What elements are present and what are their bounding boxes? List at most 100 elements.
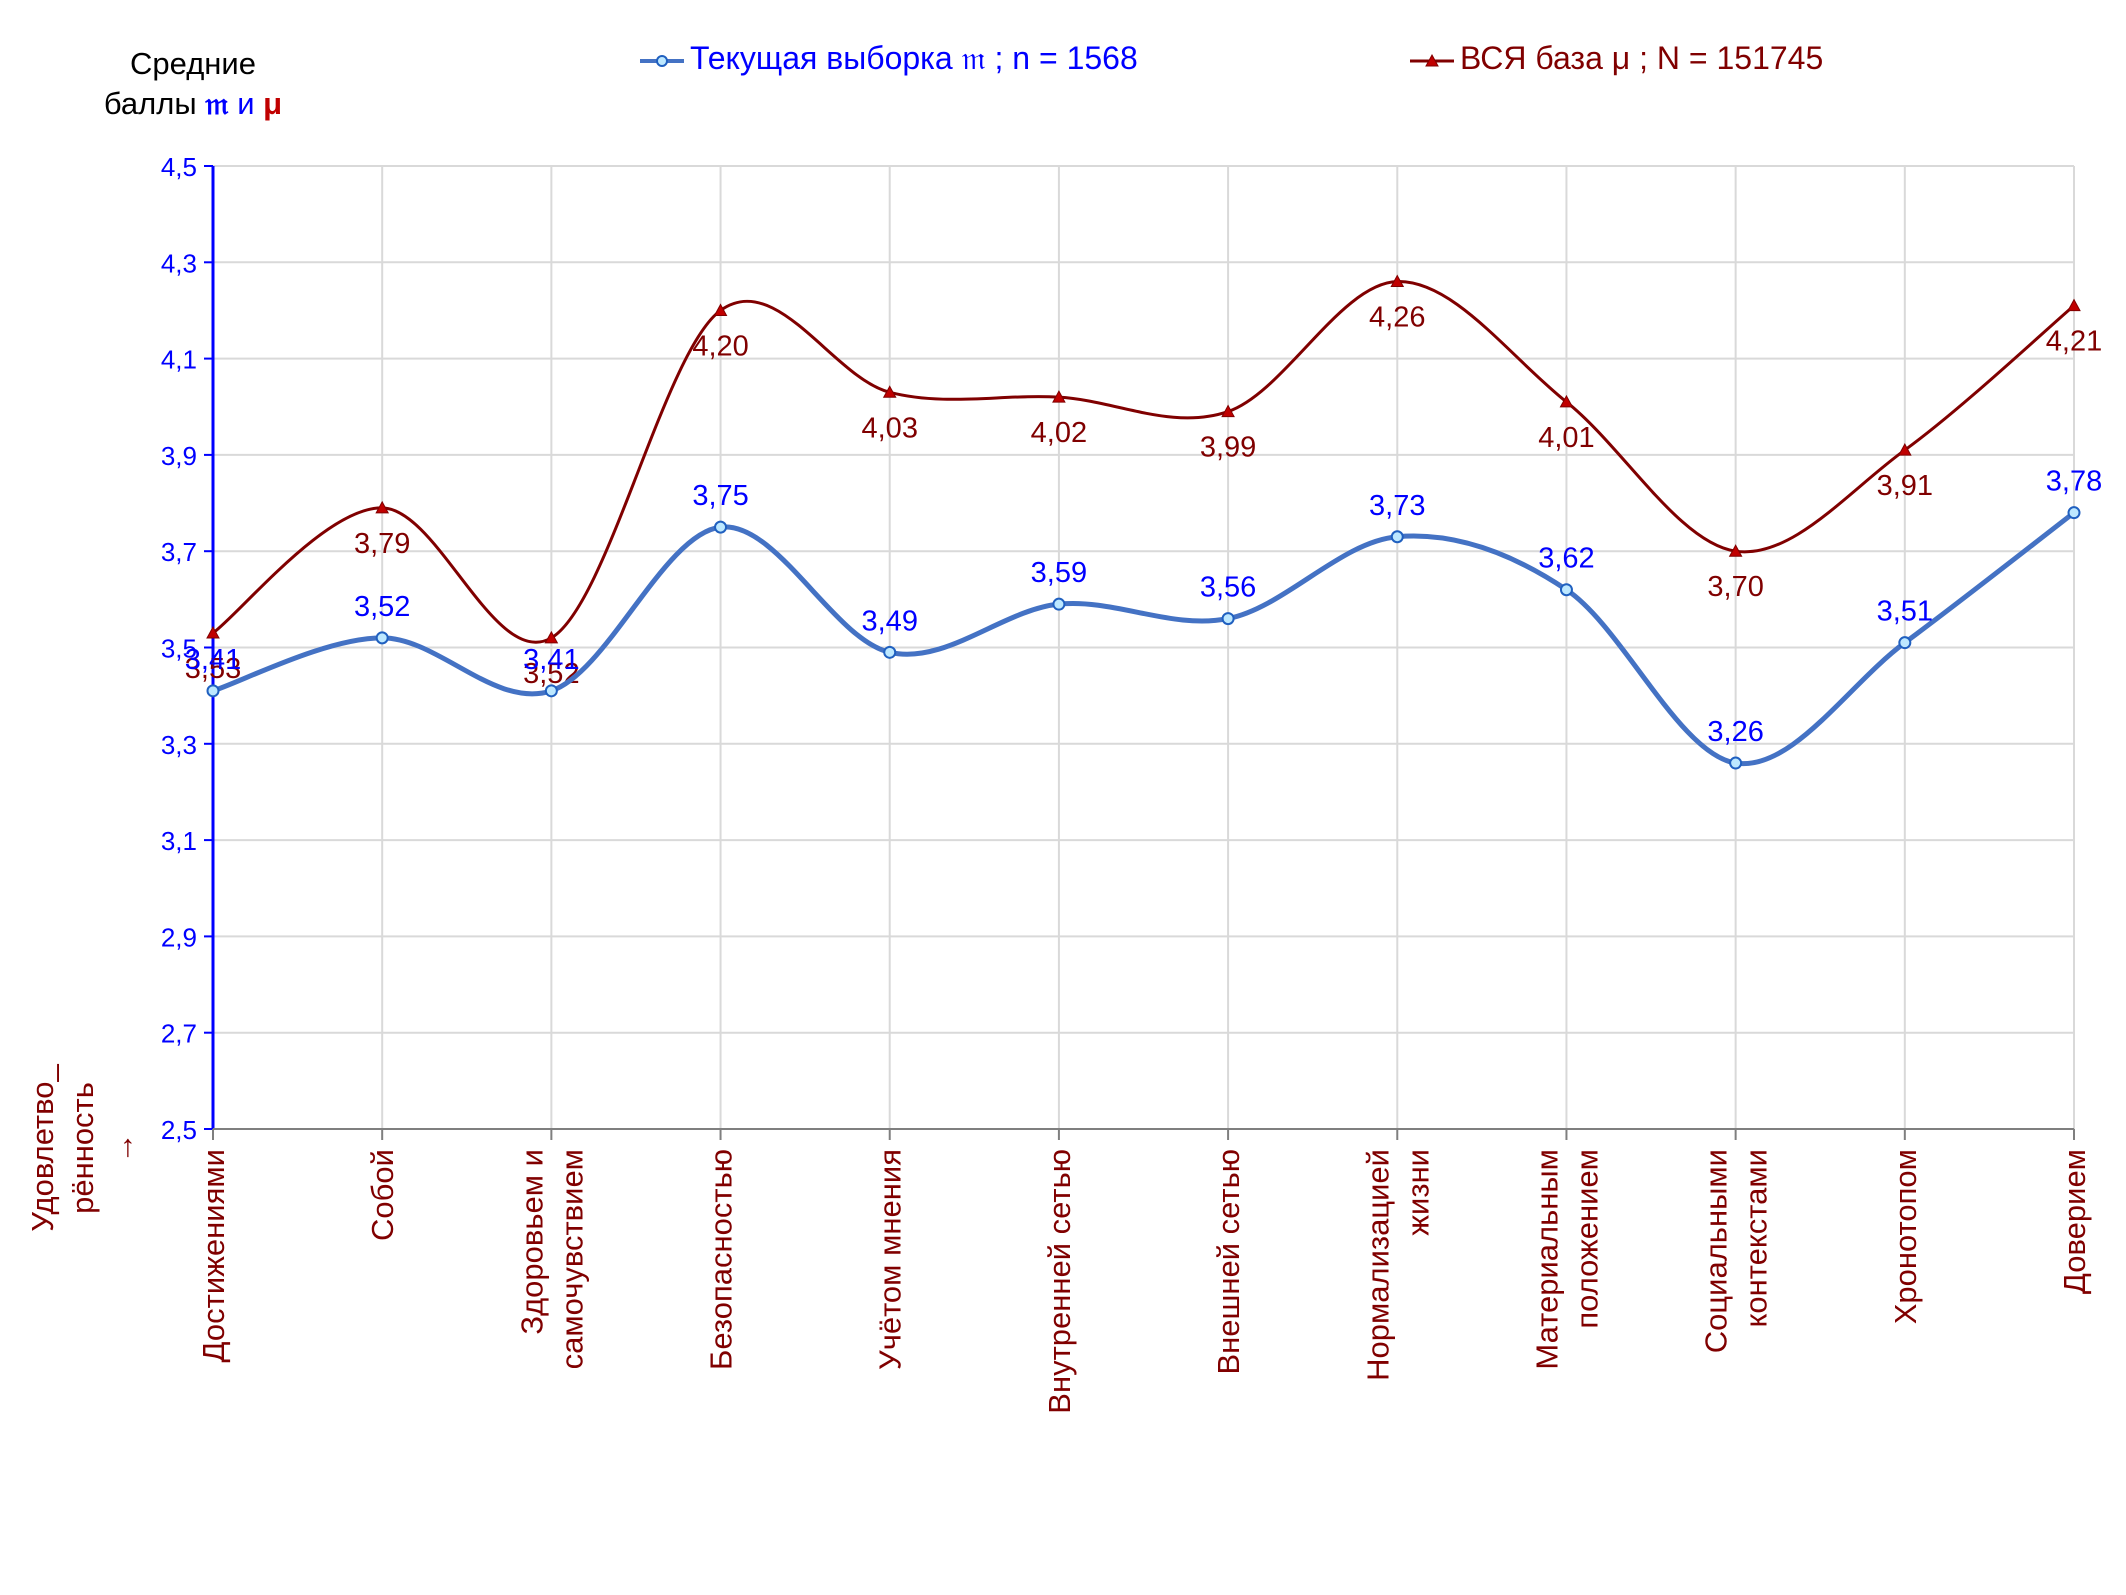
point-whole-base [1559, 394, 1574, 408]
x-category-label-line: положением [1569, 1149, 1604, 1329]
y-tick-label: 2,5 [161, 1115, 197, 1145]
x-category-label-line: Достижениями [196, 1149, 231, 1362]
point-current-sample [375, 631, 389, 645]
point-whole-base [206, 626, 220, 639]
y-axis-title-and: и [237, 86, 255, 121]
y-tick-label: 4,1 [161, 345, 197, 375]
legend-item-whole-base: ВСЯ база μ ; N = 151745 [1408, 38, 1823, 78]
x-category-label-line: Внешней сетью [1211, 1149, 1246, 1375]
x-axis-title: Удовлетво_ рённость → [25, 1064, 140, 1232]
point-whole-base [544, 630, 559, 644]
data-label-whole-base: 4,26 [1369, 302, 1425, 334]
data-label-current-sample: 3,78 [2046, 466, 2102, 498]
point-current-sample [544, 684, 558, 698]
legend-label-whole-base: ВСЯ база μ ; N = 151745 [1460, 40, 1824, 76]
x-category-label-line: Учётом мнения [873, 1149, 908, 1370]
point-current-sample [1559, 583, 1573, 597]
legend-label-current-sample: Текущая выборка 𝔪 ; n = 1568 [690, 40, 1138, 76]
point-whole-base [713, 303, 728, 316]
x-axis-title-line: Удовлетво_ [25, 1064, 60, 1232]
data-label-whole-base: 4,02 [1031, 417, 1087, 449]
y-axis-title-sample-symbol: 𝔪 [205, 86, 229, 121]
y-axis-title-base-symbol: μ [263, 86, 283, 121]
point-current-sample [2067, 506, 2081, 520]
data-label-whole-base: 3,79 [354, 528, 410, 560]
x-category-label: Здоровьем и самочувствием [514, 1149, 589, 1369]
y-tick-label: 4,5 [161, 152, 197, 182]
data-label-current-sample: 3,41 [185, 644, 241, 676]
point-whole-base [1728, 544, 1743, 557]
point-whole-base [1390, 274, 1405, 288]
x-category-label-line: Безопасностью [704, 1149, 739, 1370]
x-category-label-line: Здоровьем и [514, 1149, 549, 1335]
x-category-label-line: Хронотопом [1888, 1149, 1923, 1324]
x-axis-title-line: рённость [65, 1082, 100, 1214]
x-category-label-line: Доверием [2057, 1149, 2092, 1294]
x-category-label: Внутренней сетью [1042, 1149, 1077, 1414]
data-label-whole-base: 4,20 [692, 330, 748, 362]
point-current-sample [883, 645, 897, 659]
x-category-label: Достижениями [196, 1149, 231, 1362]
legend-marker-circle [640, 54, 684, 67]
point-whole-base [1221, 404, 1235, 418]
x-category-labels: Достижениями Собой Здоровьем и самочувствие… [196, 1149, 2092, 1414]
point-current-sample [1390, 530, 1404, 544]
y-tick-label: 3,1 [161, 826, 197, 856]
x-axis-title-text: Удовлетво_ рённость → [25, 1064, 140, 1232]
x-category-label: Социальными контекстами [1699, 1149, 1774, 1353]
data-label-whole-base: 4,01 [1538, 422, 1594, 454]
x-category-label: Внешней сетью [1211, 1149, 1246, 1375]
y-tick-label: 4,3 [161, 248, 197, 278]
data-label-current-sample: 3,59 [1031, 557, 1087, 589]
x-category-label-line: Нормализацией [1360, 1149, 1395, 1381]
gridlines [213, 165, 2075, 1129]
x-category-label-line: контекстами [1739, 1149, 1774, 1328]
point-current-sample [1898, 636, 1912, 650]
data-label-current-sample: 3,51 [1877, 596, 1933, 628]
point-current-sample [206, 684, 220, 698]
x-category-label: Безопасностью [704, 1149, 739, 1370]
x-axis-title-line: → [105, 1133, 140, 1164]
axes [204, 165, 2075, 1140]
series-group: 3,53 3,79 3,52 4,20 4,03 4,02 3,99 4,26 4,01 3,70… [185, 274, 2102, 770]
data-label-current-sample: 3,52 [354, 591, 410, 623]
x-category-label: Хронотопом [1888, 1149, 1923, 1324]
x-category-label: Учётом мнения [873, 1149, 908, 1370]
x-category-label-line: Социальными [1699, 1149, 1734, 1353]
x-category-label: Собой [365, 1149, 400, 1241]
point-whole-base [375, 500, 390, 514]
series-line-whole-base [212, 280, 2075, 644]
y-tick-label: 3,3 [161, 730, 197, 760]
data-label-whole-base: 4,03 [862, 412, 918, 444]
data-label-whole-base: 3,70 [1707, 571, 1763, 603]
point-whole-base [882, 385, 897, 398]
x-category-label-line: Материальным [1529, 1149, 1564, 1370]
point-current-sample [714, 520, 728, 534]
y-axis-title-line1: Средние [130, 46, 256, 81]
data-label-current-sample: 3,75 [692, 480, 748, 512]
point-current-sample [1221, 612, 1235, 626]
data-label-current-sample: 3,26 [1707, 716, 1763, 748]
x-category-label-line: жизни [1400, 1149, 1435, 1236]
data-label-whole-base: 3,99 [1200, 432, 1256, 464]
point-current-sample [1729, 756, 1743, 770]
point-whole-base [2067, 298, 2081, 312]
legend-item-current-sample: Текущая выборка 𝔪 ; n = 1568 [638, 38, 1138, 78]
y-axis-title: Средние баллы 𝔪 и μ [78, 44, 308, 124]
data-label-whole-base: 4,21 [2046, 326, 2102, 358]
data-label-current-sample: 3,73 [1369, 490, 1425, 522]
y-tick-labels: 2,5 2,7 2,9 3,1 3,3 3,5 3,7 3,9 4,1 4,3 4,5 [161, 152, 197, 1145]
data-label-current-sample: 3,62 [1538, 543, 1594, 575]
x-category-label: Доверием [2057, 1149, 2092, 1294]
point-whole-base [1897, 443, 1912, 456]
y-tick-label: 3,9 [161, 441, 197, 471]
y-axis-title-line2: баллы 𝔪 и μ [78, 84, 308, 124]
y-tick-label: 2,7 [161, 1019, 197, 1049]
x-category-label-line: Собой [365, 1149, 400, 1241]
y-axis-title-prefix: баллы [103, 86, 197, 121]
data-label-whole-base: 3,53 [185, 653, 241, 685]
y-tick-label: 3,7 [161, 537, 197, 567]
point-current-sample [1052, 597, 1066, 611]
data-label-current-sample: 3,41 [523, 644, 579, 676]
